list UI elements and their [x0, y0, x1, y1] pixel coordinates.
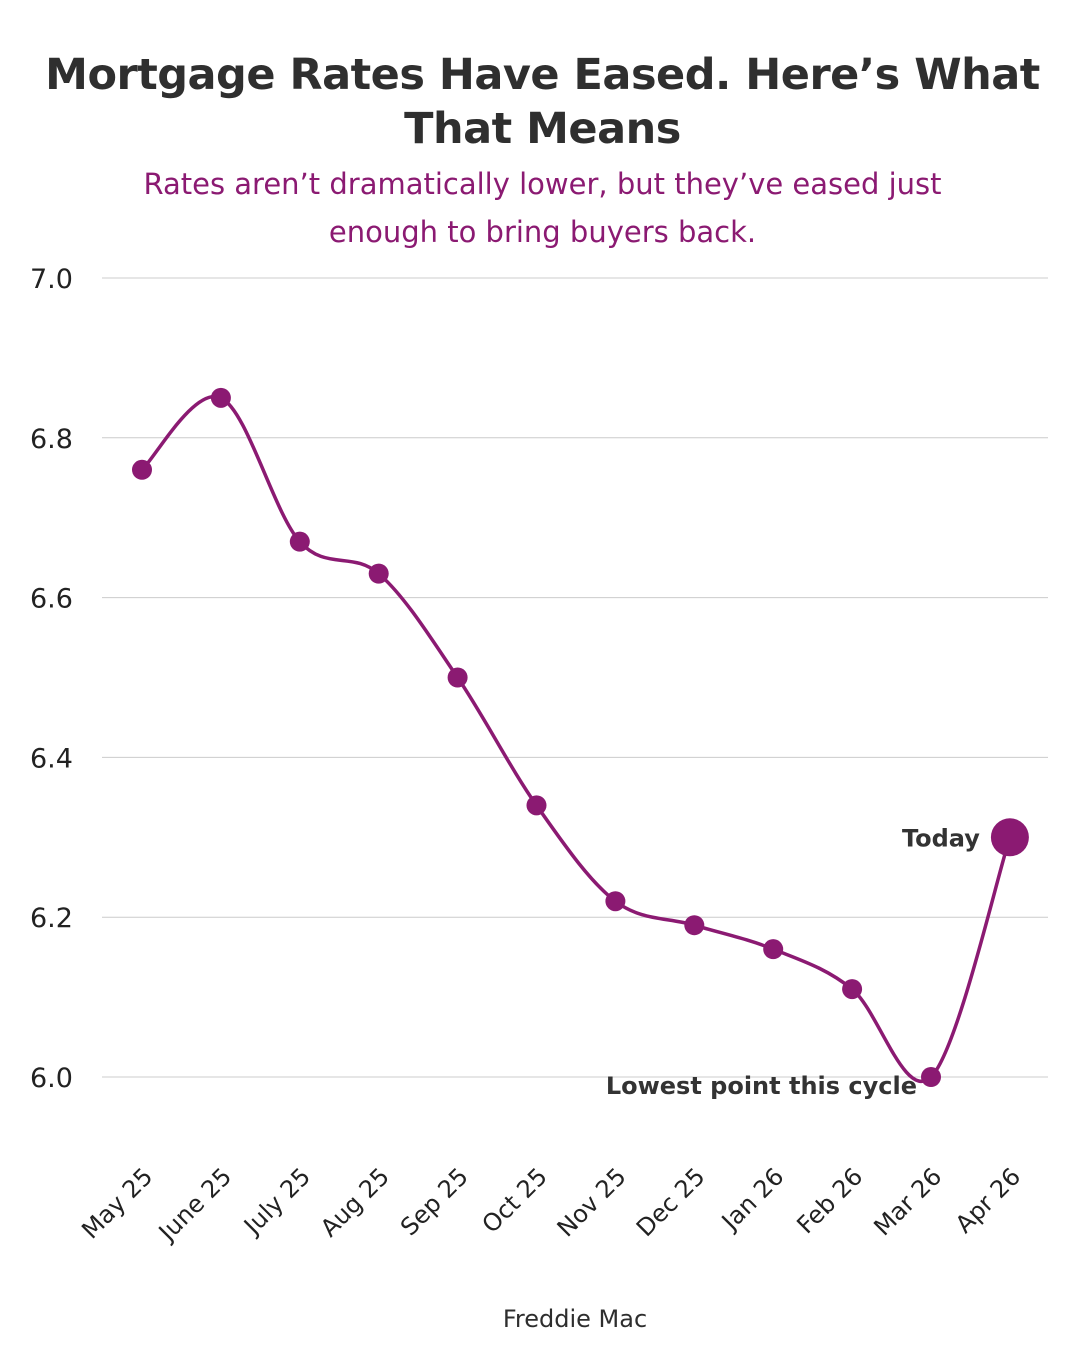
x-tick-label: Sep 25 — [395, 1162, 474, 1241]
x-tick-label: Aug 25 — [315, 1162, 395, 1242]
annotation-lowest: Lowest point this cycle — [606, 1072, 917, 1100]
data-point — [684, 915, 705, 936]
x-tick-label: Apr 26 — [950, 1162, 1026, 1238]
x-tick-label: May 25 — [76, 1162, 158, 1244]
source-note: Freddie Mac — [502, 1305, 648, 1333]
y-tick-label: 6.2 — [30, 903, 73, 934]
x-tick-label: Jan 26 — [715, 1162, 789, 1236]
data-point — [526, 795, 547, 816]
y-tick-label: 6.4 — [30, 743, 73, 774]
chart-subtitle: Rates aren’t dramatically lower, but the… — [143, 167, 942, 249]
data-point — [368, 563, 389, 584]
x-tick-label: Feb 26 — [792, 1162, 869, 1239]
data-point — [921, 1067, 941, 1087]
data-point — [447, 667, 468, 688]
series-line — [140, 394, 1012, 1083]
y-axis-ticks: 6.0 6.2 6.4 6.6 6.8 7.0 — [30, 264, 73, 1094]
data-point — [842, 979, 863, 1000]
annotations: Today Lowest point this cycle — [606, 824, 980, 1100]
y-tick-label: 7.0 — [30, 264, 73, 295]
chart-title: Mortgage Rates Have Eased. Here’s What T… — [45, 50, 1040, 154]
series-line-layer — [140, 394, 1012, 1083]
data-point — [132, 459, 152, 480]
y-tick-label: 6.0 — [30, 1063, 73, 1094]
x-tick-label: July 25 — [237, 1162, 316, 1241]
data-point — [763, 939, 784, 960]
x-tick-label: Mar 26 — [868, 1162, 947, 1241]
x-tick-label: Dec 25 — [631, 1162, 711, 1242]
data-points — [132, 387, 1029, 1087]
y-tick-label: 6.6 — [30, 584, 73, 615]
annotation-today: Today — [902, 824, 980, 852]
data-point — [289, 531, 310, 552]
data-point — [210, 387, 231, 408]
grid-layer — [102, 277, 1048, 1078]
y-tick-label: 6.8 — [30, 424, 73, 455]
x-tick-label: June 25 — [152, 1162, 237, 1247]
x-tick-label: Nov 25 — [552, 1162, 632, 1242]
data-point — [605, 891, 626, 912]
data-point-today — [990, 818, 1029, 857]
x-tick-label: Oct 25 — [477, 1162, 553, 1238]
